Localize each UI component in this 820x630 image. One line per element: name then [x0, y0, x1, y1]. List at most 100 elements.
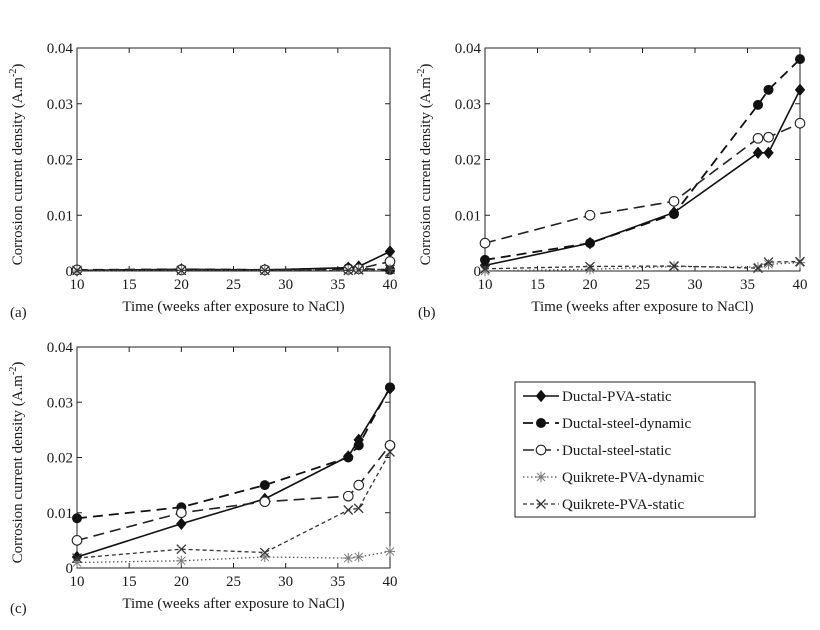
- panel-c: 10 15 20 25 30 35 40 0 0.01 0.02 0.03 0.04 Time (wee…: [8, 340, 398, 617]
- legend-marker: [535, 389, 547, 403]
- data-point: [584, 264, 596, 275]
- series-line: [77, 268, 391, 272]
- y-tick-label: 0.04: [47, 340, 74, 356]
- y-tick-label: 0.01: [47, 208, 73, 224]
- y-tick-label: 0.02: [47, 153, 73, 169]
- data-point: [480, 254, 490, 265]
- panel-label: (b): [418, 305, 436, 321]
- data-point: [71, 550, 83, 564]
- data-point: [669, 261, 679, 271]
- y-tick-label: 0: [474, 264, 482, 280]
- data-point: [343, 505, 354, 515]
- x-tick-label: 30: [278, 574, 293, 590]
- panels: 10 15 20 25 30 35 40 0 0.01 0.02 0.03 0.04 Time (wee…: [8, 41, 808, 617]
- data-point: [668, 195, 680, 207]
- y-tick-label: 0.03: [455, 97, 481, 113]
- x-tick-label: 40: [383, 574, 398, 590]
- data-point: [176, 517, 187, 530]
- data-point: [176, 544, 187, 555]
- y-axis-title-sup: -2: [8, 69, 19, 77]
- data-point: [763, 131, 774, 143]
- data-point: [585, 238, 595, 249]
- x-axis-title: Time (weeks after exposure to NaCl): [122, 596, 344, 612]
- data-point: [353, 479, 365, 491]
- data-point: [794, 257, 806, 268]
- data-point: [343, 265, 354, 276]
- data-point: [384, 546, 396, 557]
- y-tick-label: 0.04: [47, 41, 74, 57]
- x-tick-label: 35: [330, 574, 345, 590]
- x-tick-label: 25: [226, 574, 241, 590]
- data-point: [71, 535, 83, 546]
- series-line: [484, 58, 801, 261]
- legend-marker: [536, 499, 546, 509]
- data-point: [480, 263, 490, 274]
- y-tick-label: 0: [66, 561, 74, 577]
- series-line: [484, 261, 801, 272]
- x-tick-label: 15: [122, 277, 137, 293]
- data-point: [259, 265, 270, 276]
- data-point: [753, 263, 763, 274]
- y-tick-label: 0: [66, 264, 74, 280]
- data-point: [479, 265, 491, 277]
- y-axis-title-main: Corrosion current density (A.m: [10, 375, 26, 564]
- y-tick-label: 0.02: [47, 451, 73, 467]
- x-tick-label: 15: [530, 277, 545, 293]
- y-axis-title-main: Corrosion current density (A.m: [10, 77, 26, 266]
- data-point: [385, 447, 395, 457]
- data-point: [175, 507, 187, 519]
- data-point: [763, 146, 774, 160]
- data-point: [585, 261, 595, 272]
- legend-item-quikrete-pva-static: Quikrete-PVA-static: [523, 497, 685, 513]
- x-tick-label: 40: [383, 277, 398, 293]
- data-point: [353, 551, 364, 563]
- x-tick-label: 25: [226, 277, 241, 293]
- data-point: [795, 54, 805, 65]
- data-point: [752, 261, 764, 273]
- y-axis-title-sup: -2: [8, 367, 19, 375]
- x-tick-label: 35: [330, 277, 345, 293]
- data-point: [753, 99, 763, 110]
- data-point: [259, 551, 270, 563]
- legend-label: Ductal-PVA-static: [562, 389, 672, 405]
- x-tick-label: 40: [793, 277, 808, 293]
- data-point: [353, 264, 364, 275]
- panel-b: 10 15 20 25 30 35 40 0 0.01 0.02 0.03 0.04 Time (wee…: [416, 41, 808, 321]
- y-axis-title-end: ): [10, 362, 26, 367]
- data-point: [669, 209, 679, 220]
- x-tick-label: 10: [70, 574, 85, 590]
- data-point: [176, 265, 187, 276]
- legend-marker: [535, 471, 547, 483]
- y-tick-label: 0.02: [455, 153, 481, 169]
- data-point: [259, 547, 270, 558]
- legend-marker: [536, 418, 546, 428]
- series-ductal-steel-dynamic: [72, 382, 395, 524]
- y-axis-title-end: ): [10, 64, 26, 69]
- y-axis-title: Corrosion current density (A.m-2): [8, 362, 26, 564]
- x-tick-label: 25: [635, 277, 650, 293]
- data-point: [385, 382, 395, 393]
- series-ductal-steel-dynamic: [480, 54, 805, 265]
- data-point: [72, 265, 82, 276]
- legend-label: Ductal-steel-dynamic: [562, 416, 691, 432]
- series-quikrete-pva-static: [72, 264, 395, 276]
- series-line: [484, 260, 801, 270]
- data-point: [763, 259, 774, 270]
- data-point: [342, 490, 354, 502]
- legend-label: Ductal-steel-static: [562, 443, 671, 459]
- data-point: [259, 496, 271, 508]
- legend: Ductal-PVA-static Ductal-steel-dynamic Duc…: [514, 381, 756, 518]
- y-tick-label: 0.03: [47, 97, 73, 113]
- series-line: [76, 444, 391, 542]
- y-tick-label: 0.04: [455, 41, 482, 57]
- legend-item-quikrete-pva-dynamic: Quikrete-PVA-dynamic: [523, 470, 705, 486]
- x-tick-label: 35: [740, 277, 755, 293]
- data-point: [385, 264, 395, 275]
- y-tick-label: 0.03: [47, 395, 73, 411]
- y-tick-label: 0.01: [455, 208, 481, 224]
- data-point: [72, 553, 82, 564]
- legend-label: Quikrete-PVA-static: [562, 497, 685, 513]
- y-axis-title-sup: -2: [416, 69, 427, 77]
- series-line: [76, 387, 391, 558]
